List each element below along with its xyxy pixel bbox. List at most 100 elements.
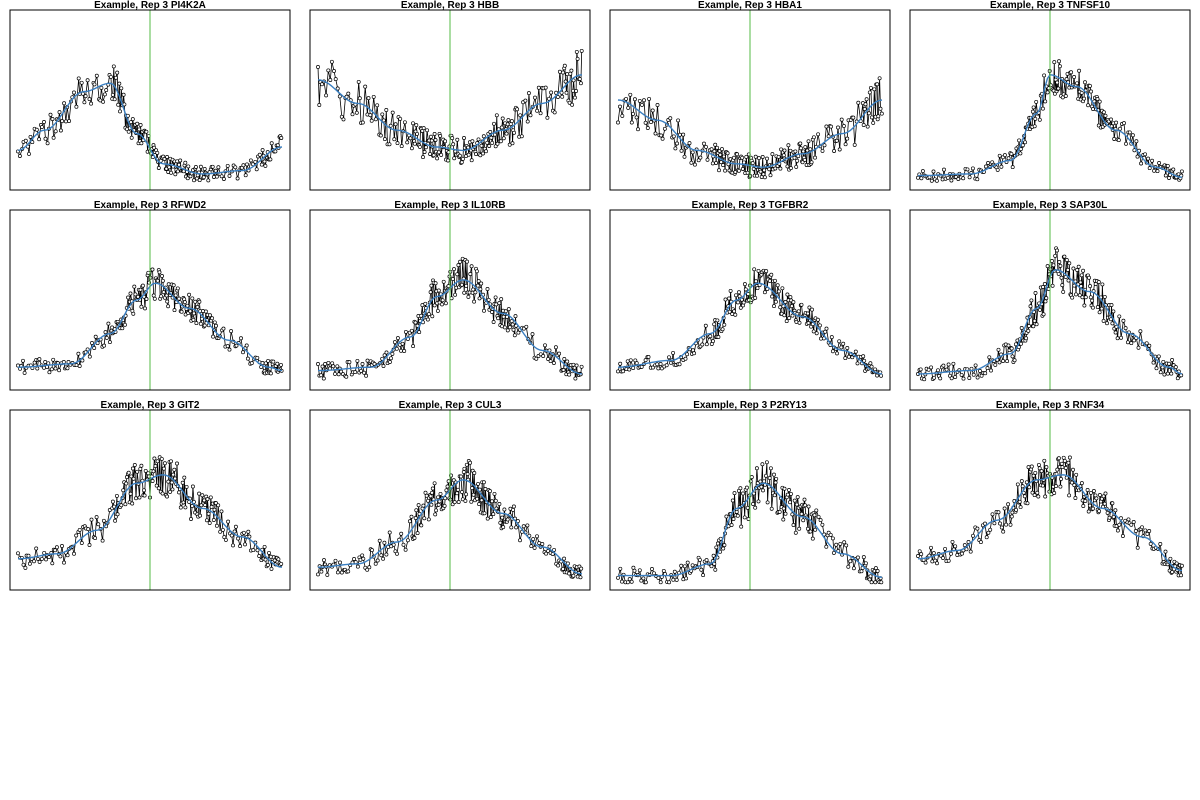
data-point — [1055, 248, 1059, 253]
data-point — [725, 151, 730, 156]
data-point — [1041, 285, 1045, 289]
data-point — [844, 543, 849, 548]
data-point — [177, 490, 181, 495]
data-point — [203, 309, 208, 314]
data-point — [506, 307, 511, 312]
data-point — [337, 94, 342, 99]
data-point — [490, 310, 494, 314]
panel-6: Example, Rep 3 IL10RB — [309, 200, 591, 391]
data-point — [30, 140, 35, 145]
data-point — [90, 341, 94, 345]
data-point — [1020, 484, 1025, 489]
data-point — [793, 149, 798, 154]
data-point — [793, 530, 798, 535]
data-point — [536, 85, 541, 90]
data-point — [824, 326, 829, 331]
data-point — [72, 90, 76, 95]
data-point — [177, 162, 181, 167]
data-point — [275, 361, 280, 366]
data-point — [94, 73, 99, 78]
data-point — [1040, 106, 1045, 111]
data-point — [392, 340, 397, 345]
data-point — [814, 508, 819, 513]
data-point — [65, 553, 70, 558]
data-point — [1062, 254, 1067, 259]
data-point — [805, 311, 810, 316]
data-point — [192, 178, 196, 183]
data-point — [402, 349, 407, 353]
data-point — [949, 178, 954, 183]
data-point — [501, 136, 506, 141]
data-point — [490, 499, 494, 504]
data-point — [784, 319, 789, 324]
data-point — [434, 508, 439, 513]
data-point — [323, 362, 328, 366]
data-point — [916, 554, 920, 558]
data-point — [21, 562, 26, 567]
data-point — [187, 292, 192, 297]
plot-area — [616, 76, 884, 180]
data-point — [863, 102, 868, 107]
data-point — [1152, 168, 1157, 173]
data-point — [918, 367, 923, 372]
data-point — [1179, 169, 1184, 174]
data-point — [577, 77, 582, 81]
panel-frame — [609, 209, 891, 391]
data-point — [1073, 496, 1078, 500]
data-point — [492, 121, 496, 126]
data-point — [733, 170, 738, 174]
data-point — [21, 358, 25, 363]
data-point — [815, 317, 820, 322]
data-point — [1010, 354, 1015, 359]
data-point — [672, 569, 677, 574]
data-point — [801, 518, 806, 523]
data-point — [409, 514, 414, 519]
data-point — [144, 129, 149, 134]
data-point — [649, 120, 653, 125]
data-point — [727, 309, 732, 314]
data-point — [562, 63, 567, 68]
data-point — [1058, 263, 1063, 268]
data-point — [642, 98, 646, 103]
data-point — [1088, 490, 1093, 495]
data-point — [398, 116, 403, 121]
data-point — [478, 287, 483, 292]
data-point — [736, 300, 740, 305]
data-point — [1052, 491, 1057, 495]
data-point — [760, 155, 765, 159]
data-point — [432, 481, 437, 486]
data-point — [709, 147, 714, 152]
data-point — [1022, 494, 1027, 499]
data-point — [1155, 169, 1160, 174]
data-point — [744, 154, 749, 159]
data-point — [988, 527, 993, 532]
data-point — [628, 92, 633, 97]
data-point — [1097, 509, 1102, 514]
data-point — [535, 534, 539, 539]
data-point — [829, 124, 833, 129]
data-point — [1103, 491, 1108, 496]
data-point — [367, 565, 372, 570]
data-point — [773, 299, 778, 304]
data-point — [941, 363, 946, 368]
data-point — [353, 370, 358, 375]
data-point — [568, 71, 573, 76]
data-point — [616, 120, 620, 125]
data-point — [63, 119, 68, 124]
data-point — [1115, 336, 1120, 341]
data-point — [1077, 293, 1082, 298]
data-point — [807, 305, 812, 310]
data-point — [742, 160, 746, 165]
data-point — [430, 490, 434, 495]
data-point — [37, 137, 42, 142]
data-point — [481, 134, 486, 139]
data-point — [183, 160, 188, 165]
data-point — [485, 516, 490, 521]
data-point — [553, 345, 558, 350]
data-point — [412, 536, 417, 540]
data-point — [646, 355, 651, 359]
data-point — [233, 165, 238, 170]
data-point — [1079, 481, 1084, 486]
data-point — [729, 523, 734, 527]
data-point — [93, 536, 98, 541]
